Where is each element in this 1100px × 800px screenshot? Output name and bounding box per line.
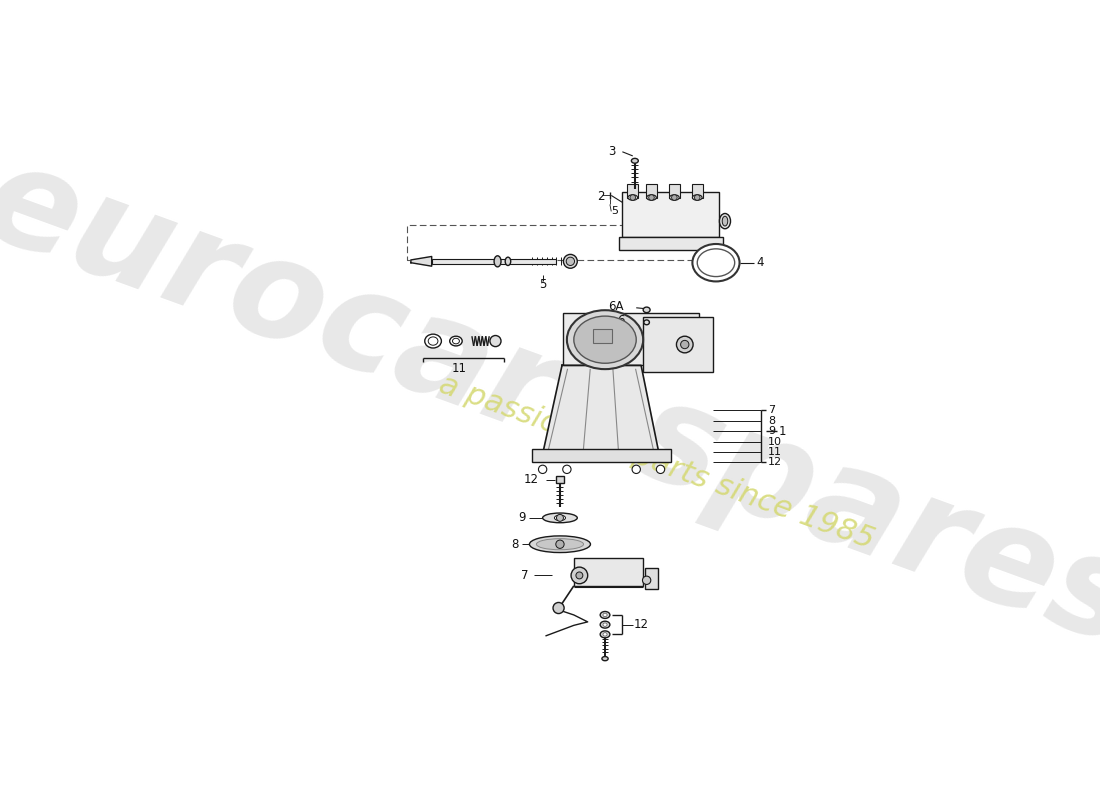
Text: a passion for parts since 1985: a passion for parts since 1985	[436, 370, 879, 555]
Ellipse shape	[719, 214, 730, 229]
Ellipse shape	[574, 316, 636, 363]
Ellipse shape	[566, 257, 574, 266]
Ellipse shape	[542, 513, 578, 522]
Text: 12: 12	[525, 474, 539, 486]
Ellipse shape	[631, 158, 638, 163]
Ellipse shape	[602, 657, 608, 661]
Circle shape	[676, 336, 693, 353]
Bar	[407, 226, 710, 260]
Ellipse shape	[529, 536, 591, 553]
Ellipse shape	[494, 256, 501, 267]
Ellipse shape	[428, 337, 438, 346]
Text: 5: 5	[612, 206, 618, 216]
Ellipse shape	[603, 633, 607, 636]
Ellipse shape	[628, 194, 638, 200]
Ellipse shape	[554, 515, 565, 521]
Bar	[623, 192, 719, 237]
Bar	[644, 317, 713, 372]
Ellipse shape	[644, 320, 649, 325]
Bar	[532, 449, 671, 462]
Circle shape	[632, 465, 640, 474]
Ellipse shape	[537, 538, 583, 550]
Bar	[646, 184, 657, 198]
Bar	[593, 330, 612, 343]
Bar	[563, 314, 698, 366]
Text: 10: 10	[768, 437, 782, 446]
Text: 7: 7	[768, 406, 776, 415]
Circle shape	[657, 465, 664, 474]
Text: 11: 11	[452, 362, 466, 375]
Ellipse shape	[425, 334, 441, 348]
Bar	[556, 476, 564, 483]
Ellipse shape	[505, 257, 510, 266]
Circle shape	[649, 194, 654, 200]
Circle shape	[571, 567, 587, 584]
Bar	[431, 258, 557, 264]
Ellipse shape	[723, 216, 728, 226]
Ellipse shape	[647, 194, 657, 200]
Ellipse shape	[452, 338, 460, 344]
Ellipse shape	[603, 614, 607, 617]
Text: 8: 8	[512, 538, 518, 550]
Text: 4: 4	[756, 256, 763, 270]
Circle shape	[642, 576, 651, 585]
Ellipse shape	[670, 194, 679, 200]
Bar	[669, 184, 680, 198]
Text: eurocarespares: eurocarespares	[0, 132, 1100, 675]
Text: 12: 12	[635, 618, 649, 631]
Circle shape	[681, 340, 689, 349]
Text: 12: 12	[768, 458, 782, 467]
Circle shape	[694, 194, 700, 200]
Circle shape	[630, 194, 636, 200]
Bar	[645, 569, 659, 590]
Ellipse shape	[692, 194, 702, 200]
Ellipse shape	[601, 611, 609, 618]
Ellipse shape	[697, 249, 735, 277]
Circle shape	[576, 572, 583, 579]
Bar	[692, 184, 703, 198]
Circle shape	[557, 514, 563, 522]
Text: 8: 8	[768, 416, 776, 426]
Text: 9: 9	[518, 511, 526, 524]
Bar	[627, 184, 638, 198]
Text: 7: 7	[521, 569, 529, 582]
Polygon shape	[542, 366, 659, 454]
Ellipse shape	[450, 336, 462, 346]
Circle shape	[539, 465, 547, 474]
Circle shape	[672, 194, 678, 200]
Ellipse shape	[692, 244, 739, 282]
Text: 6A: 6A	[608, 300, 624, 313]
Ellipse shape	[601, 631, 609, 638]
Circle shape	[490, 335, 500, 346]
Circle shape	[553, 602, 564, 614]
Text: 9: 9	[768, 426, 776, 436]
Circle shape	[556, 540, 564, 548]
Text: 5: 5	[539, 278, 547, 290]
Ellipse shape	[601, 621, 609, 628]
Ellipse shape	[603, 623, 607, 626]
Bar	[619, 237, 723, 250]
Ellipse shape	[566, 310, 644, 369]
Text: 6: 6	[617, 314, 625, 326]
Ellipse shape	[644, 307, 650, 313]
Bar	[574, 558, 644, 586]
Text: 3: 3	[608, 146, 615, 158]
Circle shape	[563, 465, 571, 474]
Polygon shape	[411, 257, 431, 266]
Text: 2: 2	[597, 190, 604, 203]
Text: 11: 11	[768, 447, 782, 457]
Text: 1: 1	[779, 425, 785, 438]
Ellipse shape	[563, 254, 578, 268]
